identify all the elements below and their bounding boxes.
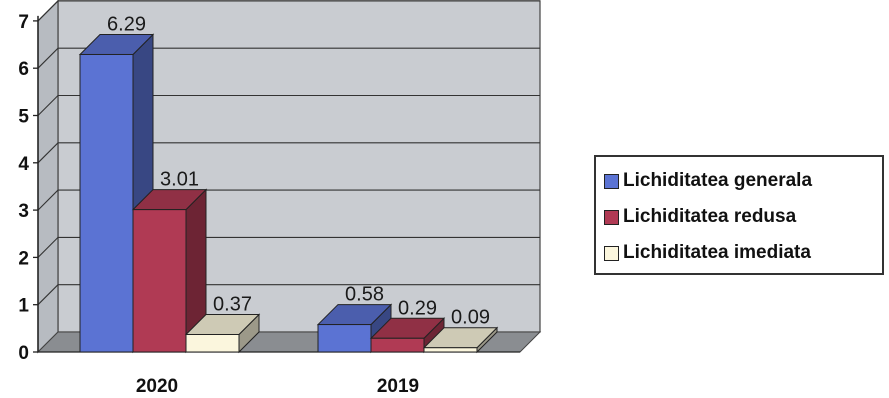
data-label: 3.01 (160, 169, 199, 191)
bar (423, 347, 478, 353)
x-category-label: 2020 (136, 376, 178, 397)
y-tick-label: 5 (18, 107, 29, 128)
legend-label: Lichiditatea redusa (623, 206, 797, 227)
bar (185, 333, 240, 353)
legend-swatch (604, 245, 619, 261)
legend-item: Lichiditatea redusa (604, 199, 882, 235)
legend-swatch (604, 209, 619, 225)
x-category-label: 2019 (377, 376, 419, 397)
x-axis-categories: 2020 2019 (136, 376, 419, 397)
gridline (37, 236, 540, 258)
data-label: 0.37 (213, 293, 252, 315)
legend-label: Lichiditatea generala (623, 170, 813, 191)
y-tick-label: 3 (18, 201, 29, 222)
data-labels: 6.29 3.01 0.37 0.58 0.29 0.09 (107, 13, 490, 328)
bar (132, 209, 187, 353)
y-tick-label: 1 (18, 296, 29, 317)
bar (79, 53, 134, 353)
gridline (37, 0, 540, 22)
data-label: 6.29 (107, 13, 146, 35)
legend-item: Lichiditatea imediata (604, 235, 882, 271)
gridline (37, 47, 540, 69)
bar (317, 324, 372, 353)
y-tick-label: 7 (18, 12, 29, 33)
legend-label: Lichiditatea imediata (623, 242, 811, 263)
gridline (37, 142, 540, 164)
bars (78, 33, 499, 354)
gridline (37, 94, 540, 116)
side-wall-panel (37, 0, 59, 354)
bar (370, 337, 425, 353)
legend: Lichiditatea generala Lichiditatea redus… (594, 155, 884, 275)
gridline (37, 284, 540, 306)
y-tick-label: 4 (18, 154, 29, 175)
legend-item: Lichiditatea generala (604, 163, 882, 199)
legend-swatch (604, 173, 619, 189)
data-label: 0.58 (345, 284, 384, 306)
gridlines (37, 0, 540, 306)
y-tick-label: 6 (18, 59, 29, 80)
gridline (37, 189, 540, 211)
y-tick-label: 0 (18, 343, 29, 364)
data-label: 0.09 (451, 307, 490, 329)
data-label: 0.29 (398, 297, 437, 319)
y-tick-label: 2 (18, 248, 29, 269)
